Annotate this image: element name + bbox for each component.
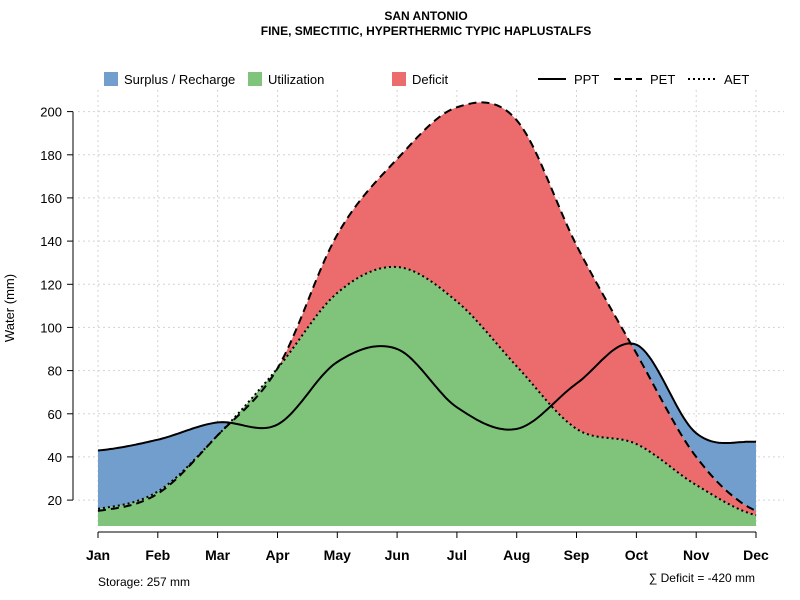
- x-tick-label-oct: Oct: [625, 547, 649, 563]
- area-fills: [98, 102, 756, 526]
- y-tick-label-60: 60: [48, 407, 62, 422]
- deficit-annotation: ∑ Deficit = -420 mm: [649, 571, 755, 585]
- legend-label-pet: PET: [650, 72, 675, 87]
- legend-label-surplus: Surplus / Recharge: [124, 72, 235, 87]
- x-tick-label-jul: Jul: [447, 547, 467, 563]
- legend-label-ppt: PPT: [574, 72, 599, 87]
- y-tick-label-140: 140: [40, 234, 62, 249]
- chart-title: SAN ANTONIO: [384, 9, 467, 23]
- axes: 20 40 60 80 100 120 140 160 180 200 Jan Feb Mar Apr Ma…: [40, 105, 769, 563]
- y-tick-label-180: 180: [40, 148, 62, 163]
- y-axis-label: Water (mm): [2, 274, 17, 342]
- x-tick-label-nov: Nov: [683, 547, 710, 563]
- legend-swatch-surplus: [104, 72, 118, 86]
- x-tick-label-may: May: [324, 547, 351, 563]
- x-tick-label-feb: Feb: [145, 547, 170, 563]
- series-lines: [97, 101, 757, 517]
- area-surplus-recharge: [98, 102, 756, 511]
- legend-label-utilization: Utilization: [268, 72, 324, 87]
- x-tick-label-mar: Mar: [205, 547, 230, 563]
- x-tick-label-sep: Sep: [564, 547, 590, 563]
- x-tick-label-dec: Dec: [743, 547, 769, 563]
- line-ppt: [97, 342, 757, 452]
- legend: Surplus / Recharge Utilization Deficit P…: [104, 72, 749, 87]
- line-aet: [97, 265, 757, 517]
- x-tick-label-aug: Aug: [503, 547, 530, 563]
- chart-subtitle: FINE, SMECTITIC, HYPERTHERMIC TYPIC HAPL…: [261, 24, 591, 38]
- y-tick-label-40: 40: [48, 450, 62, 465]
- y-tick-label-120: 120: [40, 277, 62, 292]
- legend-label-aet: AET: [724, 72, 749, 87]
- area-utilization: [98, 266, 756, 526]
- x-tick-label-jun: Jun: [385, 547, 410, 563]
- x-tick-label-apr: Apr: [265, 547, 290, 563]
- x-tick-label-jan: Jan: [86, 547, 110, 563]
- legend-label-deficit: Deficit: [412, 72, 449, 87]
- legend-swatch-utilization: [248, 72, 262, 86]
- y-tick-label-100: 100: [40, 320, 62, 335]
- legend-swatch-deficit: [392, 72, 406, 86]
- y-tick-label-80: 80: [48, 364, 62, 379]
- y-tick-label-200: 200: [40, 105, 62, 120]
- storage-annotation: Storage: 257 mm: [98, 575, 190, 589]
- y-tick-label-20: 20: [48, 493, 62, 508]
- y-tick-label-160: 160: [40, 191, 62, 206]
- area-deficit: [98, 102, 756, 516]
